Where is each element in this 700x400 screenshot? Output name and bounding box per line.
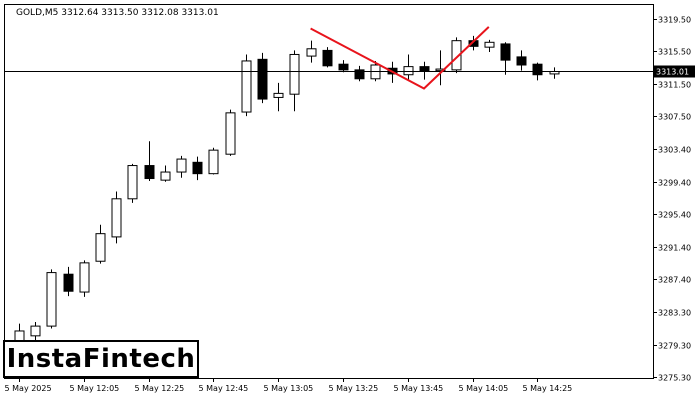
price-axis: 3319.50 3315.50 3311.50 3307.50 3303.40 3299.… (653, 16, 691, 383)
price-tick-label: 3295.40 (658, 211, 691, 220)
time-tick-label: 5 May 13:45 (394, 384, 444, 393)
candle-bull (30, 325, 41, 337)
price-tick-label: 3311.50 (658, 81, 691, 90)
plot-frame (4, 4, 654, 379)
time-tick-label: 5 May 12:45 (199, 384, 249, 393)
candle-bear (63, 273, 74, 292)
candle-bear (532, 63, 543, 76)
time-tick-label: 5 May 13:05 (264, 384, 314, 393)
candle-bull (451, 40, 462, 71)
current-price-label: 3313.01 (656, 68, 689, 77)
candle-bear (419, 66, 430, 72)
pattern-line (310, 26, 490, 90)
double-top-pattern (310, 26, 490, 90)
candle-bear (192, 161, 203, 175)
price-tick-label: 3275.30 (658, 374, 691, 383)
candle-bull (95, 233, 106, 262)
price-tick-label: 3279.30 (658, 342, 691, 351)
candle-bear (322, 49, 333, 67)
logo-text: InstaFintech (6, 344, 196, 374)
symbol-info: GOLD,M5 3312.64 3313.50 3312.08 3313.01 (16, 8, 219, 18)
price-tick-label: 3307.50 (658, 113, 691, 122)
price-tick-label: 3291.40 (658, 244, 691, 253)
candle-bull (306, 48, 317, 57)
price-label-box (653, 65, 695, 78)
candle-bull (241, 60, 252, 113)
candle-bear (500, 43, 511, 61)
candle-bull (273, 92, 284, 98)
candle-bull (484, 41, 495, 48)
time-tick-label: 5 May 12:25 (135, 384, 185, 393)
candle-bear (144, 165, 155, 180)
candle-bull (208, 149, 219, 175)
candle-bull (176, 158, 187, 173)
candle-bear (516, 56, 527, 66)
candle-bull (289, 53, 300, 95)
candle-bear (257, 58, 268, 100)
candle-bull (46, 272, 57, 327)
candle-bull (111, 198, 122, 238)
price-tick-label: 3287.40 (658, 276, 691, 285)
candle-bull (127, 165, 138, 200)
time-tick-label: 5 May 2025 (5, 384, 52, 393)
price-tick-label: 3283.30 (658, 309, 691, 318)
price-tick-label: 3319.50 (658, 16, 691, 25)
candle-bull (79, 262, 90, 293)
candles (14, 35, 560, 345)
candle-bull (225, 112, 236, 155)
time-tick-label: 5 May 12:05 (70, 384, 120, 393)
candle-bull (403, 66, 414, 76)
candle-bull (160, 171, 171, 181)
candle-bear (338, 63, 349, 71)
time-axis: 5 May 2025 5 May 12:05 5 May 12:25 5 May 12… (5, 378, 573, 393)
instafintech-logo: InstaFintech (3, 340, 199, 378)
time-tick-label: 5 May 14:25 (523, 384, 573, 393)
time-tick-label: 5 May 14:05 (459, 384, 509, 393)
current-price-line: 3313.01 (5, 65, 695, 78)
time-tick-label: 5 May 13:25 (329, 384, 379, 393)
price-tick-label: 3299.40 (658, 179, 691, 188)
price-tick-label: 3315.50 (658, 48, 691, 57)
price-tick-label: 3303.40 (658, 146, 691, 155)
candle-bear (354, 69, 365, 80)
